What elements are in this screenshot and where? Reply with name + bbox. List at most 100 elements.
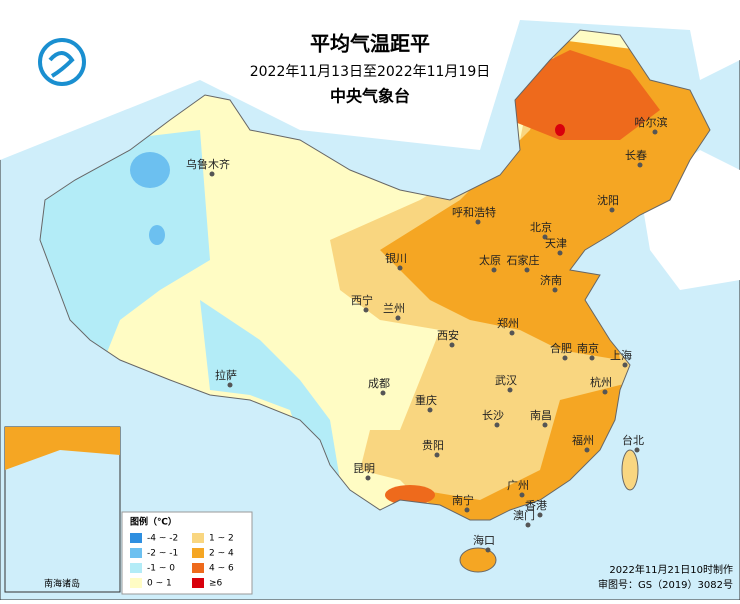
city-label: 西安: [437, 328, 459, 342]
city-dot: [637, 162, 643, 168]
legend-label: -4 ~ -2: [147, 534, 178, 544]
border: [39, 29, 711, 521]
city-dot: [227, 382, 233, 388]
legend-swatch: [130, 563, 142, 573]
city-dot: [464, 507, 470, 513]
city-label: 乌鲁木齐: [186, 157, 230, 171]
city-dot: [609, 207, 615, 213]
city-label: 贵阳: [422, 439, 444, 452]
legend-label: 4 ~ 6: [209, 564, 234, 574]
city-dot: [209, 171, 215, 177]
city-dot: [485, 547, 491, 553]
city-label: 济南: [540, 273, 562, 287]
inset-label: 南海诸岛: [44, 578, 80, 590]
logo-mark: [48, 51, 75, 78]
legend-swatch: [192, 533, 204, 543]
city-dot: [363, 307, 369, 313]
city-dot: [584, 447, 590, 453]
city-dot: [519, 492, 525, 498]
city-dot: [509, 330, 515, 336]
organization: 中央气象台: [330, 87, 410, 106]
logo: [38, 38, 86, 86]
legend-box: [121, 511, 253, 595]
city-dot: [602, 389, 608, 395]
legend-label: -1 ~ 0: [147, 564, 175, 574]
city-dot: [380, 390, 386, 396]
title: 平均气温距平: [310, 32, 430, 56]
city-dot: [557, 250, 563, 256]
city-label: 成都: [368, 377, 390, 390]
city-label: 太原: [479, 254, 501, 267]
city-dot: [589, 355, 595, 361]
city-label: 海口: [473, 533, 495, 547]
legend-swatch: [192, 548, 204, 558]
city-label: 上海: [610, 348, 632, 362]
legend-label: 2 ~ 4: [209, 549, 234, 559]
footer-made: 2022年11月21日10时制作: [609, 563, 733, 576]
city-label: 南京: [577, 341, 599, 355]
city-label: 台北: [622, 433, 644, 447]
city-dot: [525, 522, 531, 528]
legend-swatch: [192, 563, 204, 573]
city-dot: [397, 265, 403, 271]
city-label: 香港: [525, 499, 547, 512]
city-dot: [524, 267, 530, 273]
legend-swatch: [192, 578, 204, 588]
legend-label: 0 ~ 1: [147, 579, 172, 589]
city-dot: [395, 315, 401, 321]
city-label: 石家庄: [507, 253, 540, 267]
legend-swatch: [130, 548, 142, 558]
city-label: 杭州: [590, 375, 612, 389]
city-label: 沈阳: [597, 193, 619, 207]
city-dot: [652, 129, 658, 135]
city-label: 天津: [545, 237, 567, 250]
city-label: 郑州: [497, 316, 519, 330]
city-dot: [427, 407, 433, 413]
legend-swatch: [130, 533, 142, 543]
footer-approval: 审图号：GS（2019）3082号: [598, 578, 733, 591]
city-dot: [542, 422, 548, 428]
city-label: 重庆: [415, 393, 437, 407]
city-dot: [562, 355, 568, 361]
city-dot: [507, 387, 513, 393]
city-dot: [537, 512, 543, 518]
taiwan: [621, 449, 639, 491]
city-dot: [552, 287, 558, 293]
legend: -4 ~ -2 -2 ~ -1 -1 ~ 0 0 ~ 1 1 ~ 2 2 ~ 4 4 ~ 6…: [130, 533, 234, 589]
legend-label: 1 ~ 2: [209, 534, 234, 544]
inset: 南海诸岛: [4, 426, 121, 593]
hainan: [459, 547, 497, 573]
city-label: 西宁: [351, 293, 373, 307]
city-label: 南昌: [530, 409, 552, 422]
city-label: 长沙: [482, 409, 504, 422]
city-label: 武汉: [495, 374, 517, 387]
legend-swatch: [130, 578, 142, 588]
city-dot: [622, 362, 628, 368]
city-dot: [365, 475, 371, 481]
city-dot: [449, 342, 455, 348]
land-outside: [0, 0, 740, 160]
city-label: 兰州: [383, 302, 405, 315]
city-label: 合肥: [550, 341, 572, 355]
city-dot: [542, 234, 548, 240]
city-label: 南宁: [452, 493, 474, 507]
legend-label: -2 ~ -1: [147, 549, 178, 559]
city-dot: [491, 267, 497, 273]
city-label: 昆明: [353, 462, 375, 475]
city-label: 澳门: [513, 508, 535, 522]
city-label: 银川: [385, 251, 407, 265]
city-label: 拉萨: [215, 368, 237, 382]
legend-title: 图例（℃）: [130, 516, 177, 528]
legend-label: ≥6: [209, 579, 223, 589]
city-label: 广州: [507, 479, 529, 492]
city-dot: [434, 452, 440, 458]
city-dot: [475, 219, 481, 225]
city-label: 呼和浩特: [452, 205, 496, 219]
city-dot: [494, 422, 500, 428]
city-dot: [634, 447, 640, 453]
city-label: 哈尔滨: [635, 115, 668, 129]
city-label: 北京: [530, 220, 552, 234]
subtitle: 2022年11月13日至2022年11月19日: [250, 64, 491, 80]
